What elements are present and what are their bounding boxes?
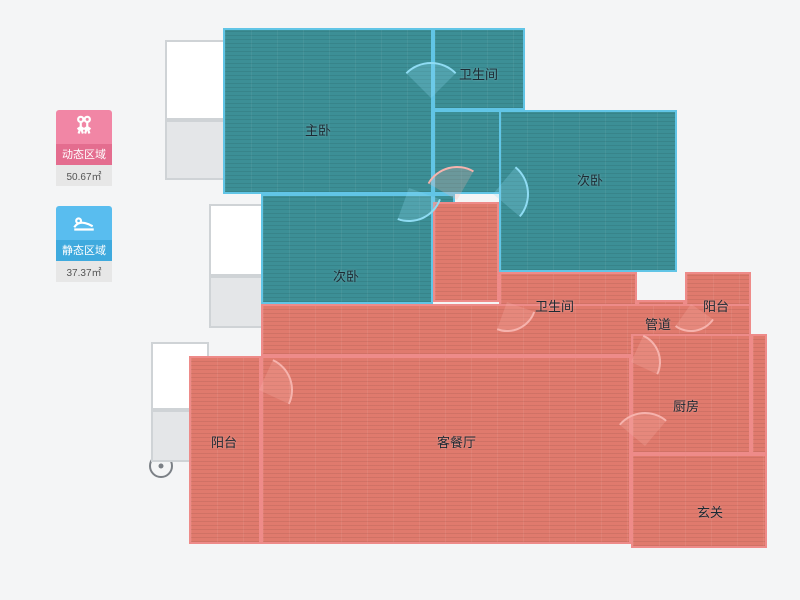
room-label-balcony-1: 阳台 [211, 432, 237, 451]
legend: 动态区域 50.67㎡ 静态区域 37.37㎡ [56, 110, 112, 282]
room-label-entry-hall: 玄关 [697, 502, 723, 521]
legend-static-title: 静态区域 [56, 240, 112, 261]
room-label-bedroom-2: 次卧 [577, 170, 603, 189]
legend-dynamic-title: 动态区域 [56, 144, 112, 165]
room-label-living: 客餐厅 [437, 432, 476, 451]
exterior-outline [165, 40, 227, 120]
legend-static-value: 37.37㎡ [56, 261, 112, 282]
people-icon [56, 110, 112, 144]
room-bedroom-3 [261, 194, 433, 304]
room-kitchen [631, 334, 751, 454]
room-label-pipe: 管道 [645, 314, 671, 333]
exterior-outline [165, 120, 227, 180]
legend-dynamic-value: 50.67㎡ [56, 165, 112, 186]
room-label-bedroom-3: 次卧 [333, 266, 359, 285]
exterior-outline [209, 204, 267, 276]
room-label-balcony-2: 阳台 [703, 296, 729, 315]
floorplan: 主卧卫生间次卧次卧卫生间管道阳台阳台客餐厅厨房玄关 [175, 18, 777, 583]
room-label-bathroom-1: 卫生间 [459, 64, 498, 83]
room-hall-upper [433, 202, 499, 302]
exterior-outline [209, 276, 267, 328]
legend-dynamic: 动态区域 50.67㎡ [56, 110, 112, 186]
floorplan-canvas: 动态区域 50.67㎡ 静态区域 37.37㎡ 主卧卫生间次卧次卧卫生间管道阳台… [0, 0, 800, 600]
room-label-master-bedroom: 主卧 [305, 120, 331, 139]
room-label-kitchen: 厨房 [673, 396, 699, 415]
room-label-bathroom-2: 卫生间 [535, 296, 574, 315]
sleep-icon [56, 206, 112, 240]
room-master-bedroom [223, 28, 433, 194]
room-entry-hall [631, 454, 767, 548]
legend-static: 静态区域 37.37㎡ [56, 206, 112, 282]
room-entry-side [751, 334, 767, 454]
room-bedroom-2 [499, 110, 677, 272]
